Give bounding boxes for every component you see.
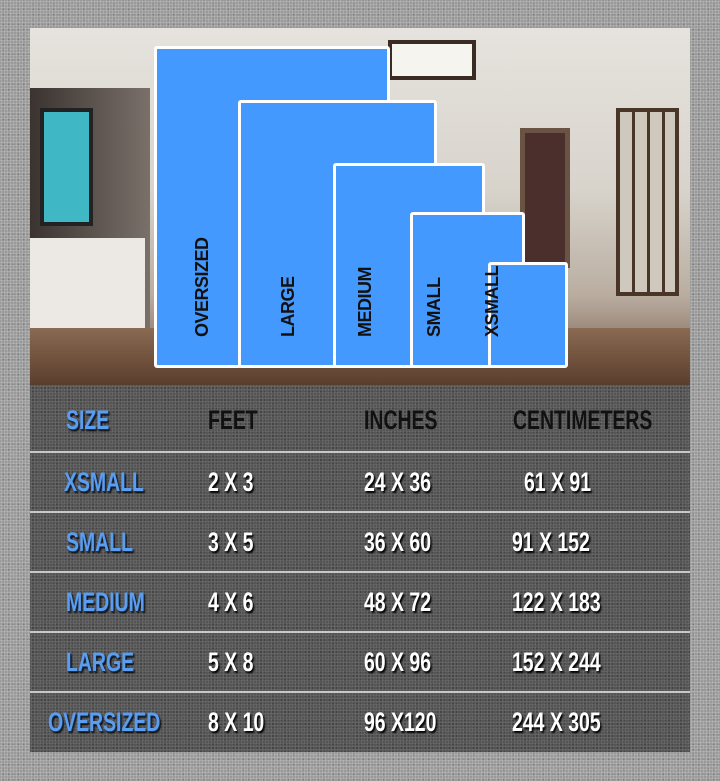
size-cell: OVERSIZED xyxy=(48,707,161,737)
size-cell: LARGE xyxy=(66,647,135,677)
size-table: SIZE FEET INCHES CENTIMETERS XSMALL 2 X … xyxy=(30,385,690,752)
rug-label: XSMALL xyxy=(482,266,502,337)
centimeters-cell: 91 X 152 xyxy=(512,527,590,557)
wall-art xyxy=(40,108,93,226)
inches-cell: 96 X120 xyxy=(364,707,437,737)
feet-cell: 3 X 5 xyxy=(208,527,254,557)
rug-label: SMALL xyxy=(424,277,444,338)
header-centimeters: CENTIMETERS xyxy=(513,405,653,435)
door xyxy=(520,128,570,268)
centimeters-cell: 61 X 91 xyxy=(524,467,592,497)
inches-cell: 36 X 60 xyxy=(364,527,432,557)
header-inches: INCHES xyxy=(364,405,438,435)
header-feet: FEET xyxy=(208,405,258,435)
table-row: OVERSIZED 8 X 10 96 X120 244 X 305 xyxy=(30,691,690,751)
table-header: SIZE FEET INCHES CENTIMETERS xyxy=(30,391,690,451)
size-cell: XSMALL xyxy=(64,467,144,497)
header-size: SIZE xyxy=(66,405,110,435)
ceiling-light xyxy=(388,40,476,80)
table-row: XSMALL 2 X 3 24 X 36 61 X 91 xyxy=(30,451,690,511)
size-cell: MEDIUM xyxy=(66,587,145,617)
centimeters-cell: 152 X 244 xyxy=(512,647,601,677)
rug-label: MEDIUM xyxy=(355,267,375,337)
centimeters-cell: 244 X 305 xyxy=(512,707,601,737)
feet-cell: 8 X 10 xyxy=(208,707,265,737)
table-row: SMALL 3 X 5 36 X 60 91 X 152 xyxy=(30,511,690,571)
table-row: MEDIUM 4 X 6 48 X 72 122 X 183 xyxy=(30,571,690,631)
room-divider xyxy=(616,108,679,296)
rug-label: OVERSIZED xyxy=(192,237,212,337)
inches-cell: 24 X 36 xyxy=(364,467,432,497)
rug-label: LARGE xyxy=(278,276,298,338)
feet-cell: 2 X 3 xyxy=(208,467,254,497)
feet-cell: 4 X 6 xyxy=(208,587,254,617)
inches-cell: 48 X 72 xyxy=(364,587,432,617)
size-cell: SMALL xyxy=(66,527,133,557)
feet-cell: 5 X 8 xyxy=(208,647,254,677)
room-photo: OVERSIZED LARGE MEDIUM SMALL XSMALL xyxy=(30,28,690,385)
centimeters-cell: 122 X 183 xyxy=(512,587,601,617)
rug-xsmall: XSMALL xyxy=(482,262,568,368)
table-row: LARGE 5 X 8 60 X 96 152 X 244 xyxy=(30,631,690,691)
inches-cell: 60 X 96 xyxy=(364,647,432,677)
